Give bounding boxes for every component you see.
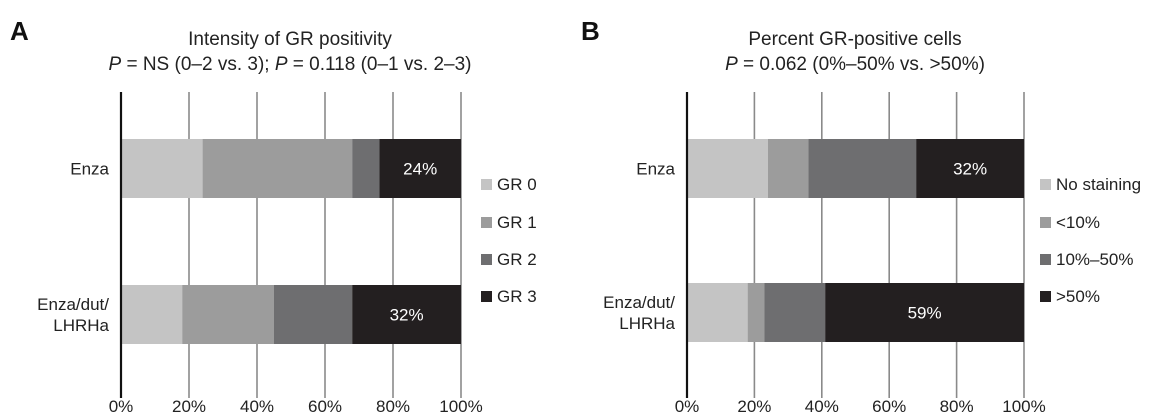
panel-label: B xyxy=(581,16,600,46)
x-tick-label: 20% xyxy=(737,397,771,415)
data-label: 32% xyxy=(390,306,424,325)
chart-subtitle: P = NS (0–2 vs. 3); P = 0.118 (0–1 vs. 2… xyxy=(109,54,472,75)
data-label: 24% xyxy=(403,160,437,179)
bar-segment-gr-1-0 xyxy=(202,139,353,198)
x-tick-label: 60% xyxy=(872,397,906,415)
bar-segment-10-50-1 xyxy=(764,283,826,342)
data-label: 59% xyxy=(908,304,942,323)
category-label: Enza xyxy=(70,160,109,179)
bar-segment-gr-0-1 xyxy=(121,285,183,344)
legend-swatch xyxy=(1040,217,1051,228)
legend-label: GR 2 xyxy=(497,250,537,269)
panel-a: A Intensity of GR positivity P = NS (0–2 v… xyxy=(10,16,537,415)
panel-label: A xyxy=(10,16,29,46)
legend-label: No staining xyxy=(1056,175,1141,194)
bar-segment-gr-0-0 xyxy=(121,139,203,198)
chart-title: Percent GR-positive cells xyxy=(748,29,961,50)
legend-label: GR 0 xyxy=(497,175,537,194)
bar-segment-10-1 xyxy=(747,283,765,342)
legend-label: GR 1 xyxy=(497,213,537,232)
legend-swatch xyxy=(481,291,492,302)
x-tick-label: 0% xyxy=(109,397,134,415)
legend-swatch xyxy=(1040,179,1051,190)
x-tick-label: 0% xyxy=(675,397,700,415)
bar-segment-10-0 xyxy=(767,139,809,198)
legend-swatch xyxy=(1040,291,1051,302)
panel-b: B Percent GR-positive cells P = 0.062 (0%–… xyxy=(581,16,1141,415)
bar-segment-gr-2-0 xyxy=(352,139,380,198)
x-tick-label: 20% xyxy=(172,397,206,415)
x-tick-label: 60% xyxy=(308,397,342,415)
legend-label: GR 3 xyxy=(497,287,537,306)
x-tick-label: 80% xyxy=(376,397,410,415)
legend-label: <10% xyxy=(1056,213,1100,232)
chart-title: Intensity of GR positivity xyxy=(188,29,392,50)
bar-segment-no-staining-1 xyxy=(687,283,748,342)
category-label: Enza/dut/LHRHa xyxy=(37,295,109,335)
legend-swatch xyxy=(481,217,492,228)
legend-label: >50% xyxy=(1056,287,1100,306)
data-label: 32% xyxy=(953,160,987,179)
legend-swatch xyxy=(481,254,492,265)
category-label: Enza xyxy=(636,160,675,179)
bar-segment-gr-2-1 xyxy=(274,285,353,344)
bar-segment-gr-1-1 xyxy=(182,285,274,344)
bar-segment-50-1 xyxy=(825,283,1024,342)
x-tick-label: 100% xyxy=(1002,397,1045,415)
bar-segment-10-50-0 xyxy=(808,139,917,198)
chart-subtitle: P = 0.062 (0%–50% vs. >50%) xyxy=(725,54,985,75)
x-tick-label: 100% xyxy=(439,397,482,415)
legend-label: 10%–50% xyxy=(1056,250,1134,269)
bar-segment-gr-3-0 xyxy=(379,139,461,198)
x-tick-label: 80% xyxy=(940,397,974,415)
legend-swatch xyxy=(481,179,492,190)
legend-swatch xyxy=(1040,254,1051,265)
bar-segment-50-0 xyxy=(916,139,1024,198)
category-label: Enza/dut/LHRHa xyxy=(603,293,675,333)
x-tick-label: 40% xyxy=(240,397,274,415)
x-tick-label: 40% xyxy=(805,397,839,415)
bar-segment-gr-3-1 xyxy=(352,285,461,344)
bar-segment-no-staining-0 xyxy=(687,139,768,198)
